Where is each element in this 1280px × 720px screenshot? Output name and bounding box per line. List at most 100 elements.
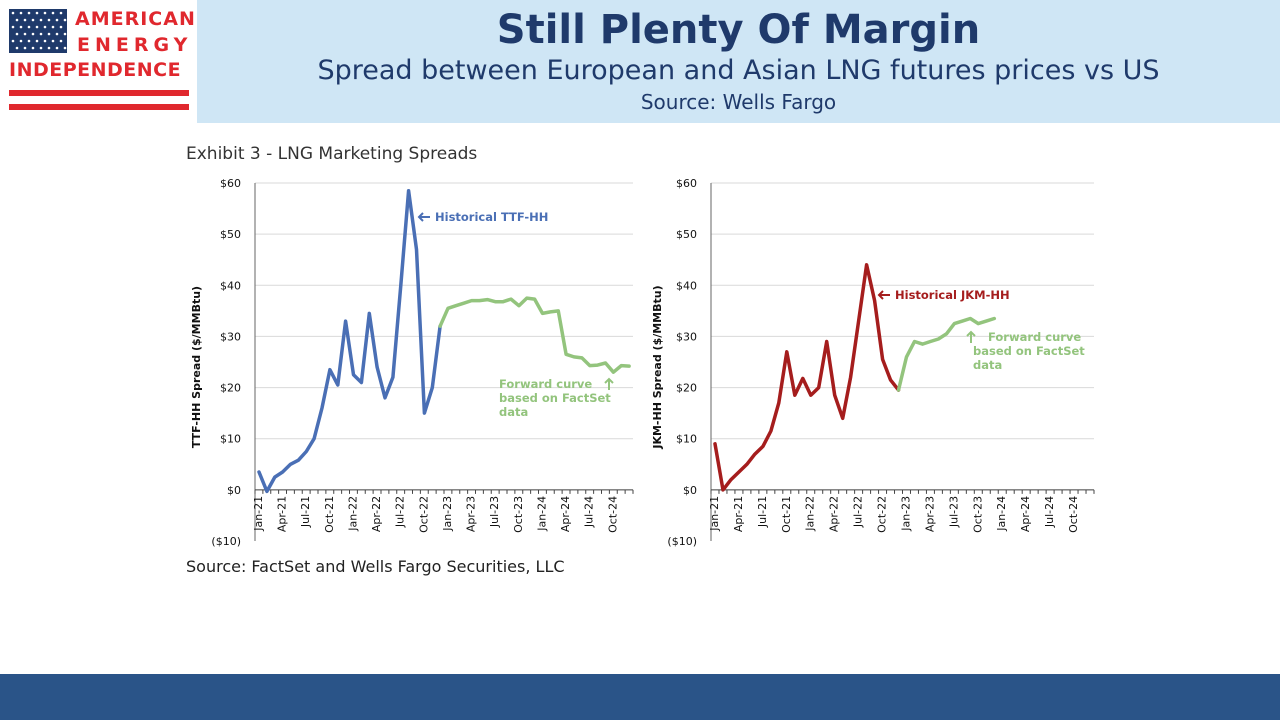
footer-bar: [0, 674, 1280, 720]
up-arrow-icon: [604, 377, 614, 390]
x-tick-label: Apr-23: [923, 496, 936, 532]
x-tick-label: Jan-22: [804, 496, 817, 532]
flag-star: [19, 39, 23, 43]
flag-star: [39, 46, 43, 50]
x-tick-label: Jan-21: [252, 496, 265, 532]
x-tick-label: Oct-24: [1067, 496, 1080, 533]
x-tick-label: Jul-22: [394, 496, 407, 528]
annotation-forward-line: based on FactSet: [499, 391, 611, 405]
series-line-historical: [257, 188, 442, 494]
x-tick-label: Jan-21: [708, 496, 721, 532]
logo-line-3: INDEPENDENCE: [9, 59, 182, 81]
annotation-historical: Historical TTF-HH: [435, 210, 548, 224]
left-arrow-icon: [417, 212, 430, 222]
x-tick-label: Apr-24: [1019, 496, 1032, 532]
logo-line-1: AMERICAN: [75, 8, 196, 30]
x-tick-label: Oct-24: [606, 496, 619, 533]
x-tick-label: Jul-21: [756, 496, 769, 528]
flag-star: [31, 32, 35, 36]
x-tick-label: Oct-22: [876, 496, 889, 533]
page-title: Still Plenty Of Margin: [496, 7, 981, 53]
x-tick-label: Oct-23: [971, 496, 984, 533]
flag-star: [15, 46, 19, 50]
y-tick-label: $0: [683, 484, 697, 497]
x-tick-label: Apr-21: [276, 496, 289, 532]
flag-star: [11, 39, 15, 43]
logo: AMERICAN ENERGY INDEPENDENCE: [0, 0, 197, 123]
flag-star: [19, 25, 23, 29]
y-tick-label: $40: [220, 279, 241, 292]
flag-star: [27, 11, 31, 15]
y-tick-label: $20: [220, 382, 241, 395]
x-tick-label: Apr-22: [370, 496, 383, 532]
series-line-forward: [438, 296, 631, 374]
y-tick-label: $50: [220, 228, 241, 241]
flag-star: [63, 32, 67, 36]
x-tick-label: Oct-22: [417, 496, 430, 533]
page-source: Source: Wells Fargo: [640, 90, 837, 114]
annotation-forward-line: data: [973, 358, 1002, 372]
flag-stripe: [9, 104, 189, 110]
flag-star: [19, 11, 23, 15]
y-tick-label: $50: [676, 228, 697, 241]
x-tick-label: Oct-23: [512, 496, 525, 533]
flag-star: [27, 25, 31, 29]
x-tick-label: Jan-22: [347, 496, 360, 532]
flag-star: [59, 25, 63, 29]
x-tick-label: Oct-21: [323, 496, 336, 533]
x-tick-label: Jan-24: [536, 496, 549, 532]
x-tick-label: Jan-23: [441, 496, 454, 532]
flag-star: [47, 18, 51, 22]
y-tick-label: $0: [227, 484, 241, 497]
annotation-historical: Historical JKM-HH: [895, 288, 1010, 302]
flag-star: [15, 32, 19, 36]
flag-star: [63, 18, 67, 22]
x-tick-label: Jul-24: [1043, 496, 1056, 528]
flag-star: [35, 11, 39, 15]
flag-star: [23, 32, 27, 36]
y-axis-label: TTF-HH Spread ($/MMBtu): [190, 286, 203, 448]
y-tick-label: $20: [676, 382, 697, 395]
logo-line-2: ENERGY: [77, 34, 193, 56]
series-line-forward: [896, 316, 997, 392]
x-tick-label: Jul-23: [488, 496, 501, 528]
x-tick-label: Jan-24: [995, 496, 1008, 532]
flag-star: [43, 25, 47, 29]
flag-star: [35, 39, 39, 43]
left-arrow-icon: [877, 290, 890, 300]
flag-star: [59, 11, 63, 15]
flag-star: [55, 18, 59, 22]
x-tick-label: Jul-21: [299, 496, 312, 528]
y-tick-label: $30: [676, 330, 697, 343]
flag-star: [51, 11, 55, 15]
header-banner: [197, 0, 1280, 123]
flag-star: [11, 25, 15, 29]
flag-star: [55, 32, 59, 36]
flag-star: [23, 18, 27, 22]
flag-star: [23, 46, 27, 50]
flag-star: [11, 11, 15, 15]
flag-star: [63, 46, 67, 50]
flag-stars: [11, 11, 67, 50]
exhibit-title: Exhibit 3 - LNG Marketing Spreads: [186, 144, 478, 164]
flag-star: [27, 39, 31, 43]
x-tick-label: Jul-23: [947, 496, 960, 528]
footnote-source: Source: FactSet and Wells Fargo Securiti…: [186, 557, 565, 576]
flag-stripe: [9, 90, 189, 96]
page-subtitle: Spread between European and Asian LNG fu…: [317, 55, 1160, 86]
x-tick-label: Oct-21: [780, 496, 793, 533]
x-tick-label: Jan-23: [900, 496, 913, 532]
y-axis-label: JKM-HH Spread ($/MMBtu): [651, 285, 664, 449]
flag-canton: [9, 9, 67, 53]
y-tick-label: $40: [676, 279, 697, 292]
x-tick-label: Apr-24: [559, 496, 572, 532]
flag-star: [47, 46, 51, 50]
up-arrow-icon: [966, 330, 976, 343]
annotation-forward-line: based on FactSet: [973, 344, 1085, 358]
chart-1: ($10) $0 $10 $20 $30 $40 $50 $60 Jan-21 Apr-21 Jul…: [190, 177, 634, 548]
flag-star: [15, 18, 19, 22]
annotation-forward-line: data: [499, 405, 528, 419]
flag-logo-icon: [9, 9, 189, 110]
flag-star: [31, 46, 35, 50]
